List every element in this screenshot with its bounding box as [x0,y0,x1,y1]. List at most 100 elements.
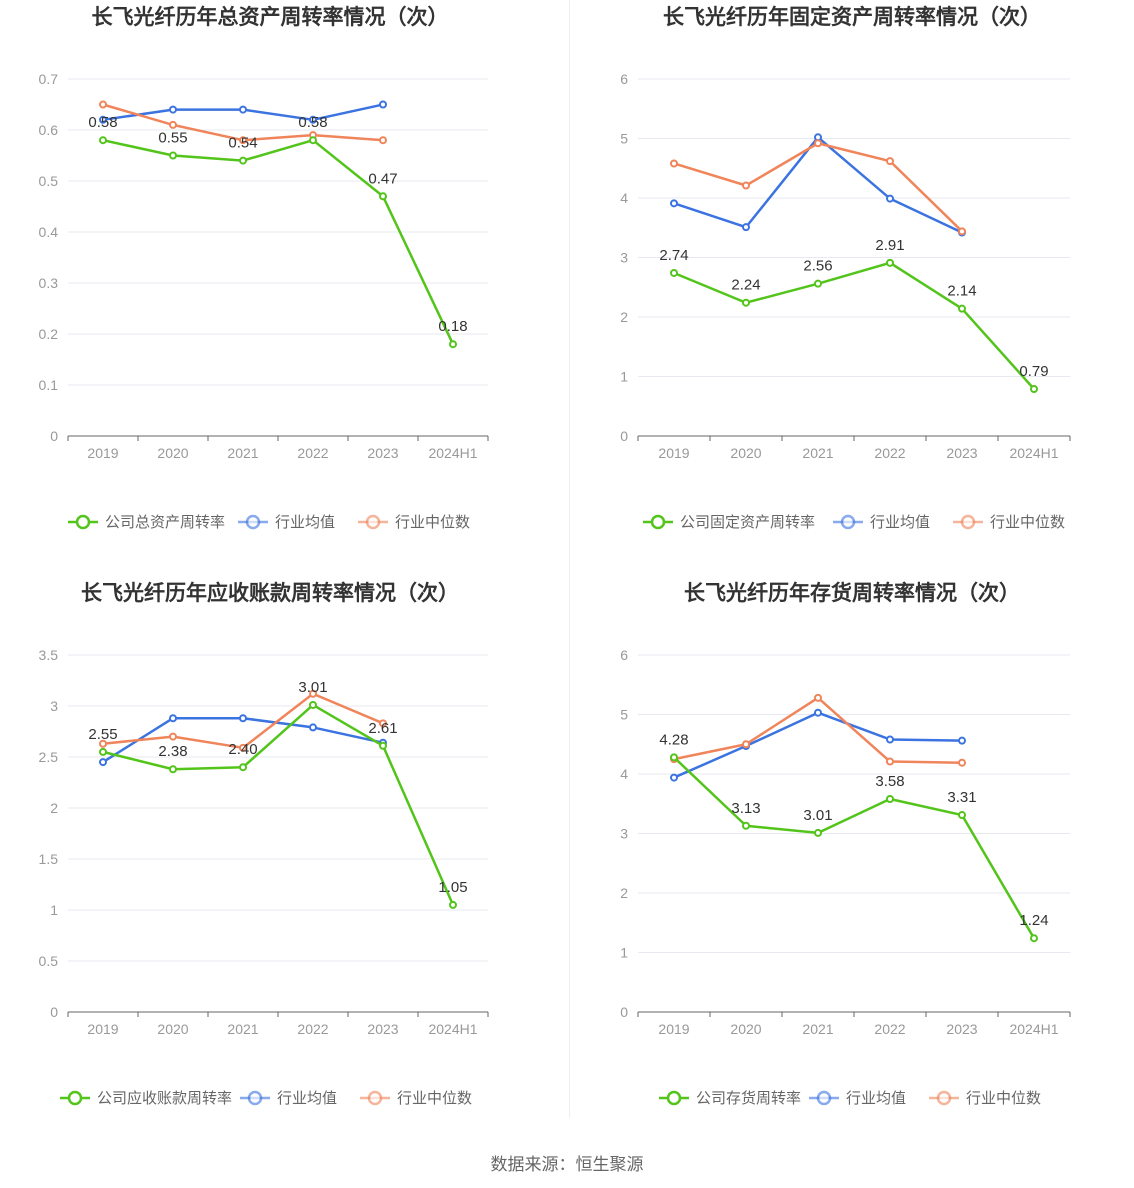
data-point[interactable] [886,735,894,744]
data-point[interactable] [169,105,177,114]
data-point[interactable] [814,279,822,288]
data-point[interactable] [169,765,177,774]
y-tick-label: 0.5 [39,173,59,189]
data-point[interactable] [169,714,177,723]
legend-item[interactable]: 行业中位数 [360,1089,472,1107]
data-point[interactable] [169,732,177,741]
data-point[interactable] [239,763,247,772]
legend-item[interactable]: 公司存货周转率 [659,1089,801,1107]
data-point[interactable] [670,773,678,782]
data-point[interactable] [379,136,387,145]
data-point[interactable] [99,758,107,767]
data-point[interactable] [379,719,387,728]
data-point[interactable] [958,227,966,236]
data-point[interactable] [239,743,247,752]
data-point[interactable] [379,741,387,750]
legend-item[interactable]: 行业均值 [238,513,335,531]
data-point[interactable] [886,157,894,166]
chart-svg: 长飞光纤历年应收账款周转率情况（次） 0 0.5 1 1.5 2 2.5 3 3.5 2019 20… [39,581,489,1107]
data-point[interactable] [169,120,177,129]
data-point[interactable] [99,136,107,145]
series-line [102,703,455,906]
series-line [673,136,963,234]
data-point[interactable] [309,689,317,698]
data-point[interactable] [309,136,317,145]
x-tick-label: 2019 [658,1021,689,1037]
legend-item[interactable]: 行业均值 [833,513,930,531]
data-label: 2.14 [947,283,976,300]
data-point[interactable] [309,723,317,732]
x-tick-label: 2019 [87,445,118,461]
data-point[interactable] [742,223,750,232]
x-tick-label: 2021 [802,445,833,461]
y-tick-label: 2 [620,885,628,901]
data-point[interactable] [742,298,750,307]
data-point[interactable] [670,159,678,168]
legend-item[interactable]: 公司总资产周转率 [68,513,225,531]
data-point[interactable] [309,115,317,124]
legend-marker-icon [936,1090,952,1106]
data-point[interactable] [99,100,107,109]
data-label: 3.31 [947,789,976,806]
legend-item[interactable]: 行业均值 [809,1089,906,1107]
data-point[interactable] [1030,384,1038,393]
x-tick-label: 2023 [946,445,977,461]
data-point[interactable] [670,753,678,762]
data-point[interactable] [239,136,247,145]
data-point[interactable] [449,900,457,909]
data-point[interactable] [742,740,750,749]
data-point[interactable] [309,700,317,709]
y-tick-label: 5 [620,131,628,147]
y-tick-label: 3 [620,250,628,266]
data-point[interactable] [886,258,894,267]
legend-marker-icon [245,514,261,530]
data-point[interactable] [99,115,107,124]
data-point[interactable] [958,736,966,745]
data-point[interactable] [99,747,107,756]
data-point[interactable] [814,828,822,837]
data-point[interactable] [742,821,750,830]
y-tick-label: 1 [50,902,58,918]
y-tick-label: 0.6 [39,122,59,138]
data-point[interactable] [239,714,247,723]
data-point[interactable] [670,268,678,277]
legend-item[interactable]: 公司应收账款周转率 [60,1089,232,1107]
legend-item[interactable]: 行业中位数 [358,513,470,531]
data-point[interactable] [886,757,894,766]
y-tick-label: 0.2 [39,326,59,342]
data-point[interactable] [958,811,966,820]
data-label: 2.40 [228,741,257,758]
data-label: 0.18 [438,318,467,335]
legend-label: 行业中位数 [397,1089,472,1107]
data-point[interactable] [742,181,750,190]
data-point[interactable] [449,340,457,349]
data-point[interactable] [169,151,177,160]
legend-item[interactable]: 行业中位数 [953,513,1065,531]
panel-divider [569,0,570,1118]
data-point[interactable] [239,156,247,165]
series-line [673,711,963,779]
legend-label: 行业均值 [846,1089,906,1107]
data-point[interactable] [670,199,678,208]
data-point[interactable] [239,105,247,114]
data-point[interactable] [886,794,894,803]
legend-item[interactable]: 公司固定资产周转率 [643,513,815,531]
legend-label: 行业均值 [275,513,335,531]
legend-label: 公司总资产周转率 [105,513,225,531]
data-point[interactable] [379,100,387,109]
chart-title: 长飞光纤历年固定资产周转率情况（次） [663,5,1041,29]
legend-item[interactable]: 行业中位数 [929,1089,1041,1107]
chart-panel-inventory-turnover: 长飞光纤历年存货周转率情况（次） 0 1 2 3 4 5 6 2019 2020 2021 2022 2… [570,576,1134,1152]
data-point[interactable] [99,739,107,748]
data-point[interactable] [886,194,894,203]
data-point[interactable] [958,304,966,313]
data-point[interactable] [814,139,822,148]
data-point[interactable] [814,708,822,717]
legend-label: 行业均值 [277,1089,337,1107]
x-tick-label: 2022 [297,1021,328,1037]
legend-item[interactable]: 行业均值 [240,1089,337,1107]
data-point[interactable] [814,693,822,702]
data-point[interactable] [379,192,387,201]
data-point[interactable] [1030,934,1038,943]
data-point[interactable] [958,758,966,767]
